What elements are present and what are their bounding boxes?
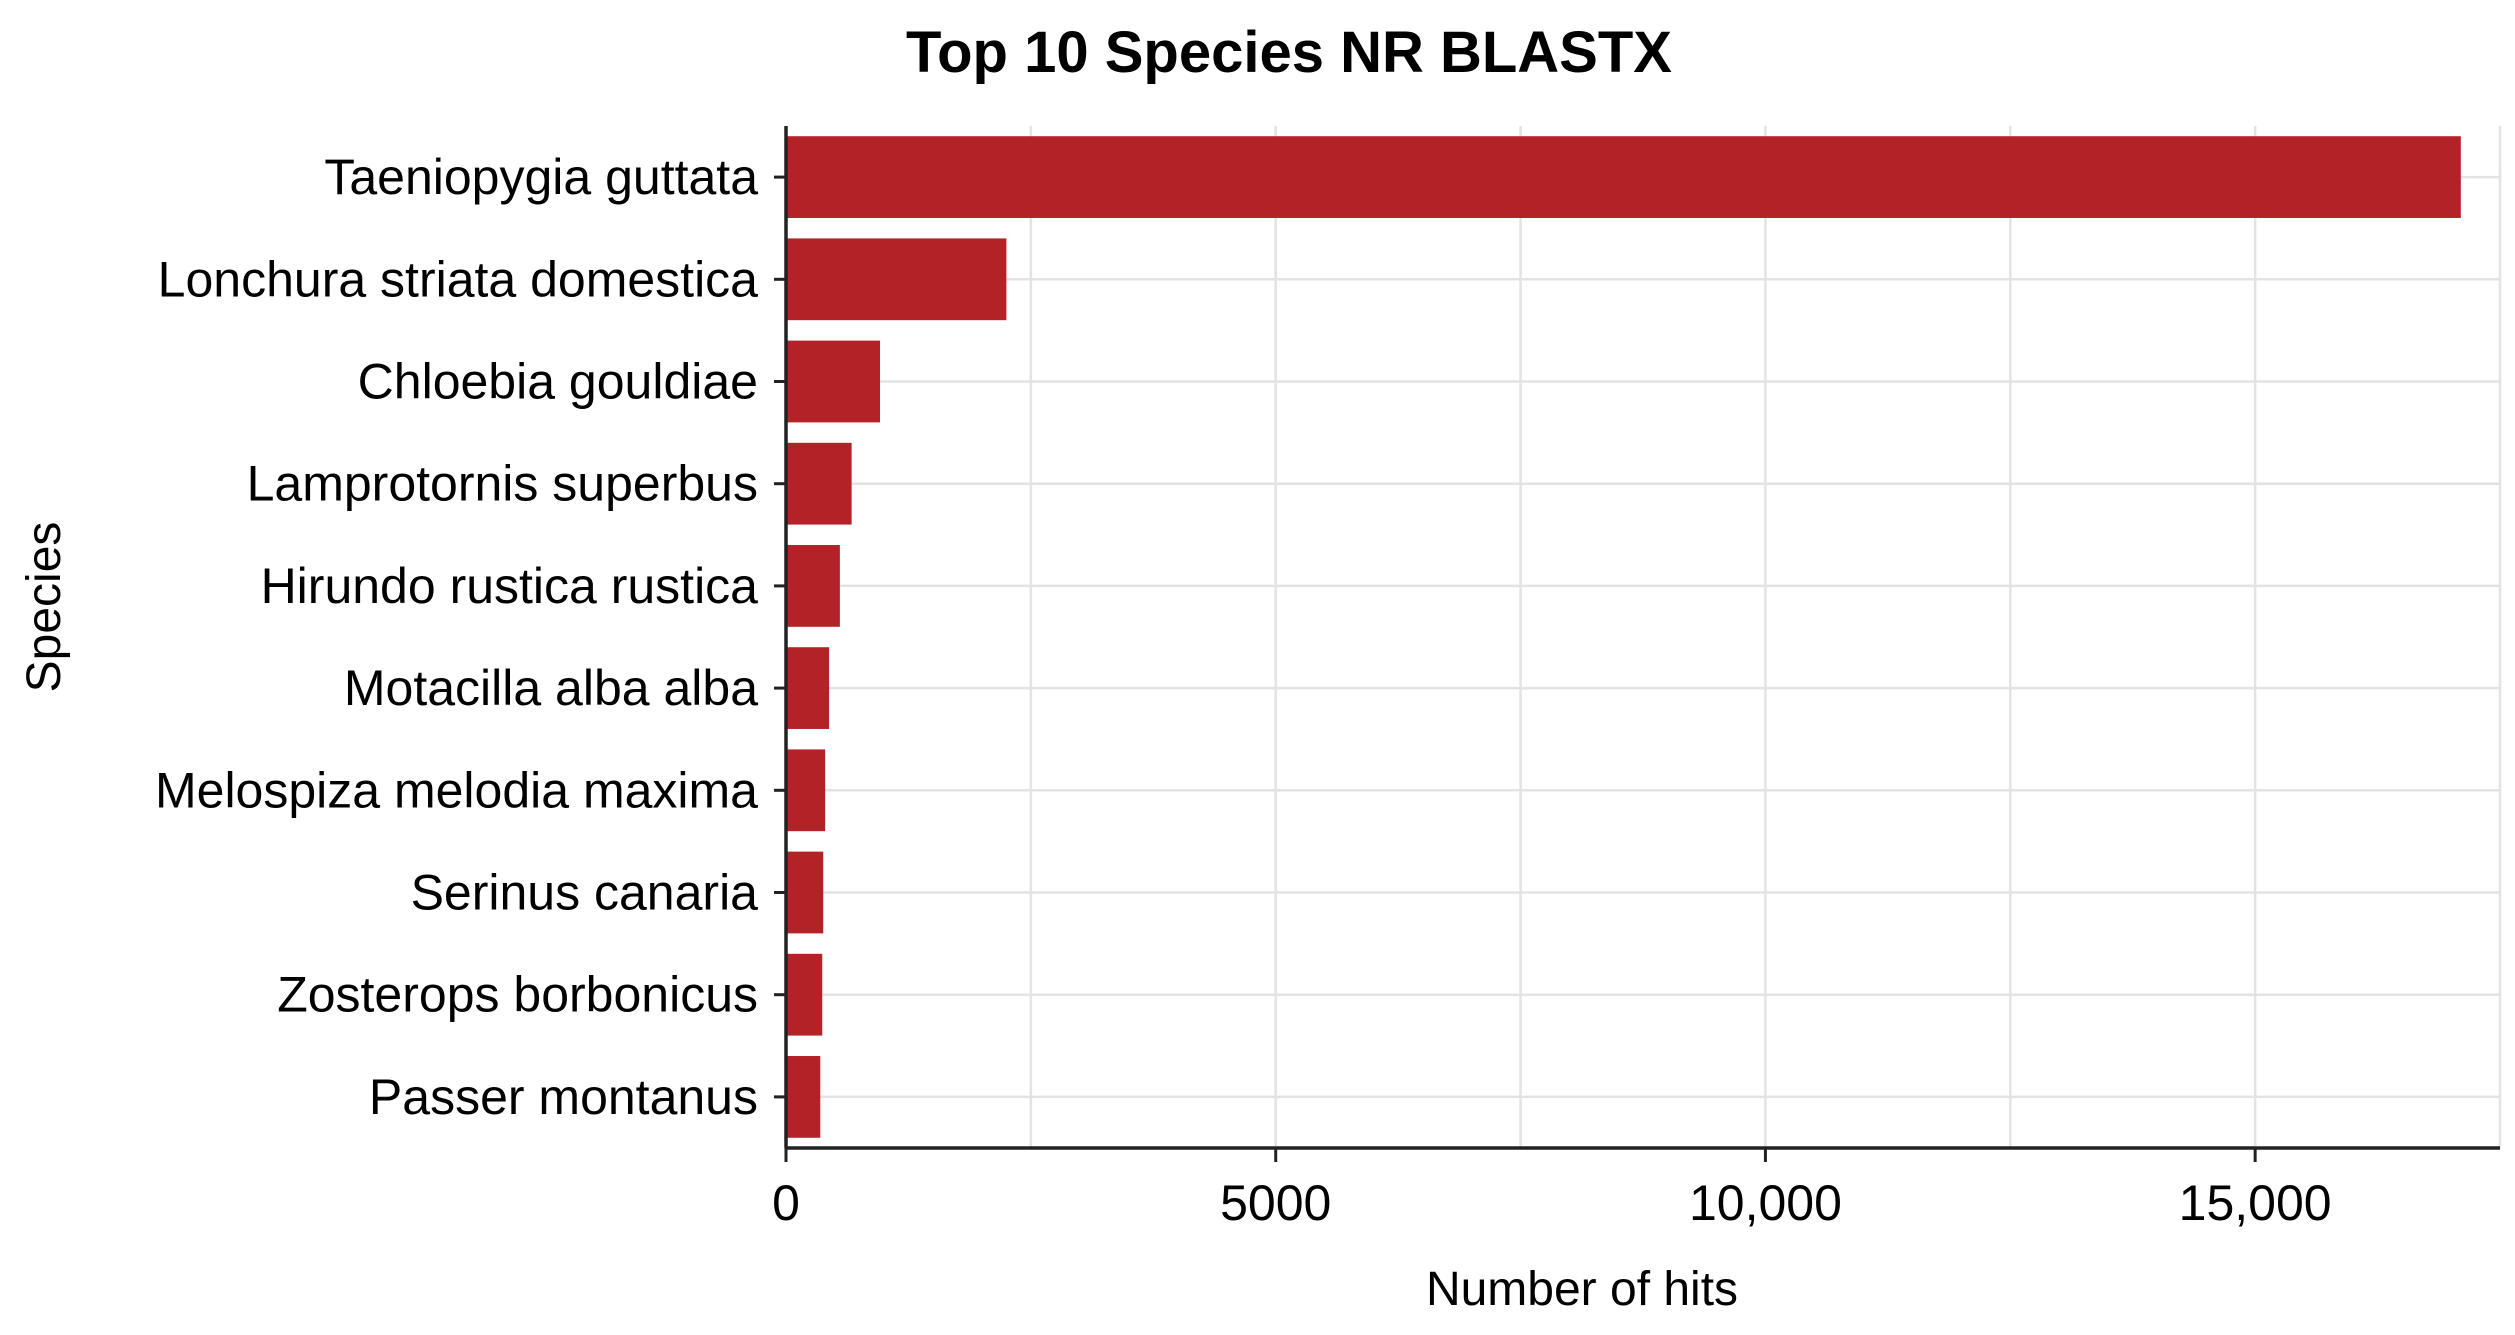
bar [786,953,823,1036]
bar [786,545,840,627]
y-tick-label: Chloebia gouldiae [358,354,758,410]
bar [786,136,2461,218]
bar [786,647,830,729]
x-tick-label: 10,000 [1689,1175,1842,1231]
bar [786,442,852,525]
y-tick-label: Passer montanus [369,1069,758,1125]
x-tick-label: 0 [772,1175,800,1231]
bars [786,136,2461,1138]
y-tick-label: Lonchura striata domestica [158,251,759,307]
y-tick-label: Melospiza melodia maxima [155,762,758,818]
bar [786,851,824,934]
y-tick-label: Hirundo rustica rustica [261,558,759,614]
chart-title: Top 10 Species NR BLASTX [906,20,1672,85]
bar [786,238,1007,321]
y-tick-label: Motacilla alba alba [344,660,758,716]
y-tick-label: Lamprotornis superbus [247,456,758,512]
bar [786,340,881,423]
bar [786,1056,821,1138]
bar [786,749,826,832]
y-tick-label: Serinus canaria [411,865,759,921]
y-tick-label: Taeniopygia guttata [324,149,758,205]
x-tick-label: 5000 [1220,1175,1331,1231]
x-tick-label: 15,000 [2179,1175,2332,1231]
y-axis-label: Species [18,522,71,693]
axes: Taeniopygia guttata Lonchura striata dome… [155,126,2500,1231]
x-axis-label: Number of hits [1426,1263,1738,1316]
grid [786,126,2502,1148]
y-tick-label: Zosterops borbonicus [277,967,758,1023]
